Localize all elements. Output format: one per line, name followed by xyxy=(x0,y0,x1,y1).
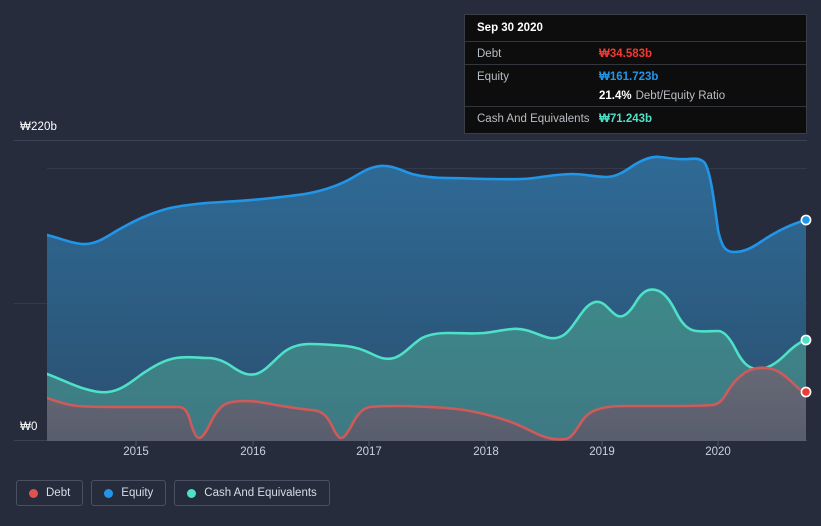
tooltip-value-debt: ₩34.583b xyxy=(599,47,653,60)
x-axis-tick-2017: 2017 xyxy=(356,446,382,458)
chart-legend: Debt Equity Cash And Equivalents xyxy=(16,480,330,506)
chart-tooltip: Sep 30 2020 Debt ₩34.583b Equity ₩161.72… xyxy=(464,14,807,134)
endpoint-marker-cash xyxy=(800,334,812,346)
legend-item-equity[interactable]: Equity xyxy=(91,480,167,506)
endpoint-marker-debt xyxy=(800,386,812,398)
y-axis-label-max: ₩220b xyxy=(20,121,61,133)
x-axis-ticks xyxy=(135,441,719,446)
tooltip-value-ratio: 21.4% xyxy=(599,89,632,102)
series-endpoint-markers xyxy=(800,214,812,398)
series-line-debt xyxy=(47,366,806,441)
tooltip-value-cash: ₩71.243b xyxy=(599,112,653,125)
tooltip-value-equity: ₩161.723b xyxy=(599,70,659,83)
series-line-equity xyxy=(47,155,806,254)
tooltip-label-equity: Equity xyxy=(477,70,509,83)
legend-dot-cash-icon xyxy=(187,488,197,498)
tooltip-label-debt: Debt xyxy=(477,47,502,60)
legend-dot-equity-icon xyxy=(104,488,114,498)
tooltip-suffix-ratio: Debt/Equity Ratio xyxy=(635,89,726,102)
legend-dot-debt-icon xyxy=(29,488,38,498)
legend-item-debt[interactable]: Debt xyxy=(16,480,84,506)
x-axis-tick-2018: 2018 xyxy=(473,446,499,458)
y-axis-label-zero: ₩0 xyxy=(20,421,42,433)
tooltip-row-debt: Debt ₩34.583b xyxy=(465,41,806,64)
legend-label-debt: Debt xyxy=(46,487,71,499)
series-line-cash xyxy=(47,288,806,394)
tooltip-row-equity: Equity ₩161.723b xyxy=(465,64,806,87)
x-axis-tick-2015: 2015 xyxy=(123,446,149,458)
x-axis-tick-2016: 2016 xyxy=(240,446,266,458)
x-axis-tick-2020: 2020 xyxy=(705,446,731,458)
legend-label-equity: Equity xyxy=(121,487,154,499)
endpoint-marker-equity xyxy=(800,214,812,226)
series-area-debt xyxy=(47,367,806,441)
legend-item-cash[interactable]: Cash And Equivalents xyxy=(174,480,330,506)
tooltip-row-debt-equity-ratio: 21.4% Debt/Equity Ratio xyxy=(465,87,806,106)
legend-label-cash: Cash And Equivalents xyxy=(204,487,317,499)
tooltip-label-cash: Cash And Equivalents xyxy=(477,112,590,125)
tooltip-date: Sep 30 2020 xyxy=(477,22,543,34)
tooltip-row-cash: Cash And Equivalents ₩71.243b xyxy=(465,106,806,129)
x-axis-tick-2019: 2019 xyxy=(589,446,615,458)
